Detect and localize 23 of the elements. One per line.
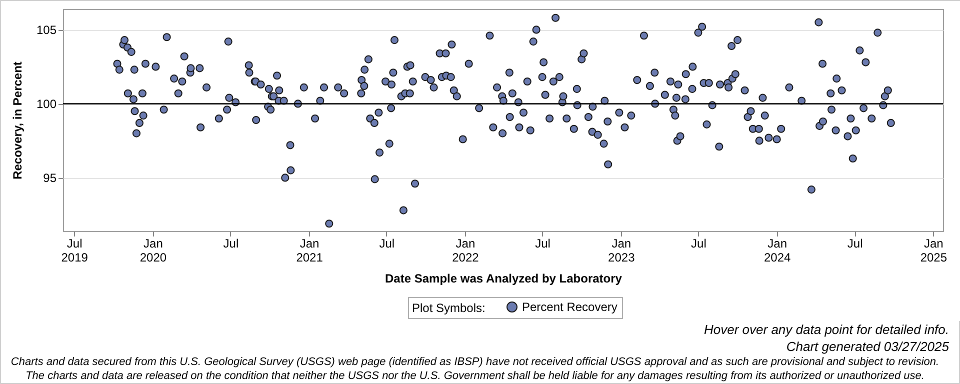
y-tick-label: 105 — [36, 23, 57, 38]
text: Charts and data secured from this U.S. Geological Survey (USGS) web page (identified as IBSP) have not received official USGS approval and as such are provisional and subject to revision. — [10, 355, 940, 369]
y-tick-label: 100 — [36, 97, 57, 112]
x-tick-label: Jan 2022 — [452, 236, 480, 264]
y-tick-label: 95 — [43, 171, 57, 186]
x-tick-label: Jan 2024 — [764, 236, 791, 264]
x-axis-title: Date Sample was Analyzed by Laboratory — [385, 272, 622, 286]
x-tick-label: Jul — [535, 236, 550, 250]
x-tick-label: Jul — [379, 236, 395, 250]
y-axis-title: Recovery, in Percent — [10, 62, 24, 180]
text: The charts and data are released on the condition that neither the USGS nor the U.S. Government shall be held liable for any damages resulting from its authorized or unauthorized use. — [24, 369, 926, 383]
legend-title: Plot Symbols: — [412, 301, 486, 315]
x-tick-label: Jul — [691, 236, 706, 250]
x-tick-label: Jul — [223, 236, 239, 250]
x-tick-label: Jul — [847, 236, 863, 250]
x-tick-label: Jan 2025 — [920, 236, 948, 264]
text: Hover over any data point for detailed info. — [703, 321, 949, 338]
legend-label: Percent Recovery — [522, 300, 618, 314]
x-tick-label: Jan 2020 — [140, 236, 167, 264]
x-tick-label: Jul 2019 — [61, 236, 88, 264]
x-tick-label: Jan 2021 — [296, 236, 324, 264]
x-tick-label: Jan 2023 — [608, 236, 636, 264]
text: Chart generated 03/27/2025 — [785, 338, 949, 355]
